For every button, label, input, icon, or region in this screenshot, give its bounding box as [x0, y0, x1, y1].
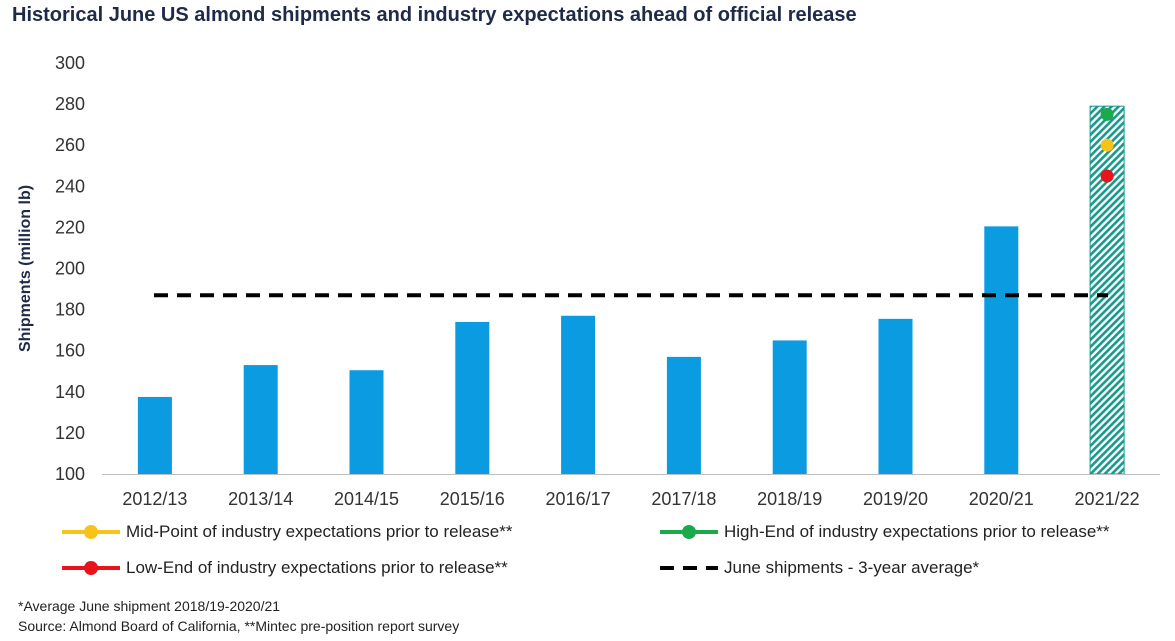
y-tick-label: 300 — [55, 53, 85, 73]
y-tick-label: 160 — [55, 341, 85, 361]
legend-item-three-year-average: June shipments - 3-year average* — [658, 558, 979, 578]
y-tick-label: 120 — [55, 423, 85, 443]
x-tick-label: 2014/15 — [334, 489, 399, 509]
chart-title: Historical June US almond shipments and … — [12, 4, 857, 26]
footnote-average: *Average June shipment 2018/19-2020/21 — [18, 598, 281, 614]
expectation-point — [1100, 138, 1114, 152]
y-tick-label: 280 — [55, 94, 85, 114]
y-tick-label: 220 — [55, 217, 85, 237]
bar — [772, 340, 807, 474]
x-tick-label: 2017/18 — [651, 489, 716, 509]
bar — [349, 370, 384, 474]
legend-line-dot-icon — [658, 522, 720, 542]
chart: 100 120 140 160 180 200 220 240 260 280 300 Shipmen… — [17, 53, 1160, 509]
y-tick-label: 200 — [55, 259, 85, 279]
y-axis-label: Shipments (million lb) — [17, 185, 34, 352]
x-tick-label: 2019/20 — [863, 489, 928, 509]
legend-item-mid-point: Mid-Point of industry expectations prior… — [60, 522, 512, 542]
footnote-source: Source: Almond Board of California, **Mi… — [18, 618, 460, 634]
bar — [243, 365, 278, 474]
legend-label: High-End of industry expectations prior … — [724, 522, 1110, 541]
y-tick-label: 260 — [55, 135, 85, 155]
bar — [455, 321, 490, 474]
legend-line-dot-icon — [60, 522, 122, 542]
x-tick-label: 2015/16 — [440, 489, 505, 509]
bar — [137, 396, 172, 474]
legend-dashed-line-icon — [658, 558, 720, 578]
expectation-point — [1100, 107, 1114, 121]
x-tick-label: 2013/14 — [228, 489, 293, 509]
y-tick-label: 180 — [55, 300, 85, 320]
x-tick-label: 2021/22 — [1075, 489, 1140, 509]
x-axis: 2012/13 2013/14 2014/15 2015/16 2016/17 2017/… — [102, 474, 1160, 509]
x-tick-label: 2018/19 — [757, 489, 822, 509]
bars — [137, 105, 1125, 475]
bar — [561, 315, 596, 474]
bar — [878, 318, 913, 474]
hatched-bar — [1089, 105, 1125, 475]
x-tick-label: 2016/17 — [546, 489, 611, 509]
legend-label: Mid-Point of industry expectations prior… — [126, 522, 513, 541]
footnotes: *Average June shipment 2018/19-2020/21 S… — [18, 596, 459, 636]
x-tick-label: 2020/21 — [969, 489, 1034, 509]
legend-item-low-end: Low-End of industry expectations prior t… — [60, 558, 508, 578]
bar — [984, 226, 1019, 474]
y-tick-label: 240 — [55, 176, 85, 196]
y-tick-label: 100 — [55, 464, 85, 484]
legend-label: Low-End of industry expectations prior t… — [126, 558, 508, 577]
bar — [666, 356, 701, 474]
y-axis: 100 120 140 160 180 200 220 240 260 280 300 Shipmen… — [17, 53, 85, 484]
points — [1100, 107, 1114, 183]
x-tick-label: 2012/13 — [122, 489, 187, 509]
legend-item-high-end: High-End of industry expectations prior … — [658, 522, 1110, 542]
legend-label: June shipments - 3-year average* — [724, 558, 980, 577]
legend-line-dot-icon — [60, 558, 122, 578]
expectation-point — [1100, 169, 1114, 183]
y-tick-label: 140 — [55, 382, 85, 402]
